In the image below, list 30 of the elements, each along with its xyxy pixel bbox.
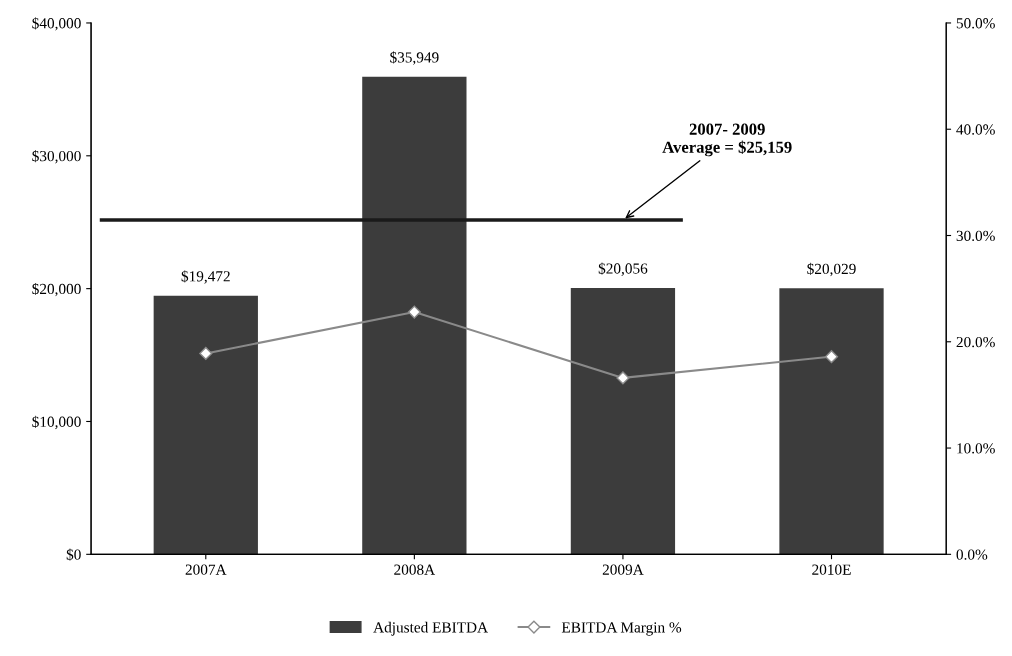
y-tick-label: $10,000 (32, 415, 81, 430)
x-tick-label: 2010E (812, 564, 851, 575)
point (407, 305, 421, 319)
y2-tick-label: 30.0% (956, 230, 995, 242)
point (616, 371, 630, 385)
point (199, 346, 213, 361)
y-tick-label: $40,000 (32, 17, 81, 31)
data-label: $20,029 (807, 262, 856, 277)
data-label: $35,949 (390, 51, 439, 65)
y2-tick-label: 20.0% (956, 336, 995, 348)
data-label: $20,056 (598, 262, 648, 276)
legend-label: Adjusted EBITDA (373, 621, 488, 636)
y2-tick-label: 40.0% (956, 124, 995, 135)
point (824, 350, 839, 364)
x-tick-label: 2008A (394, 564, 436, 575)
x-tick-label: 2009A (602, 564, 644, 575)
bar (362, 76, 467, 555)
y2-tick-label: 10.0% (957, 443, 995, 454)
x-tick-label: 2007A (185, 564, 227, 575)
bar (153, 295, 258, 555)
y2-tick-label: 0.0% (956, 549, 988, 560)
bar (779, 288, 884, 555)
bar (570, 287, 676, 555)
y-tick-label: $20,000 (32, 282, 81, 297)
y-tick-label: $0 (66, 548, 81, 561)
y2-tick-label: 50.0% (956, 18, 995, 29)
legend-label: EBITDA Margin % (561, 622, 682, 636)
data-label: $19,472 (181, 270, 230, 284)
annotation: 2007- 2009 Average = $25,159 (662, 123, 792, 157)
y-tick-label: $30,000 (32, 150, 81, 164)
